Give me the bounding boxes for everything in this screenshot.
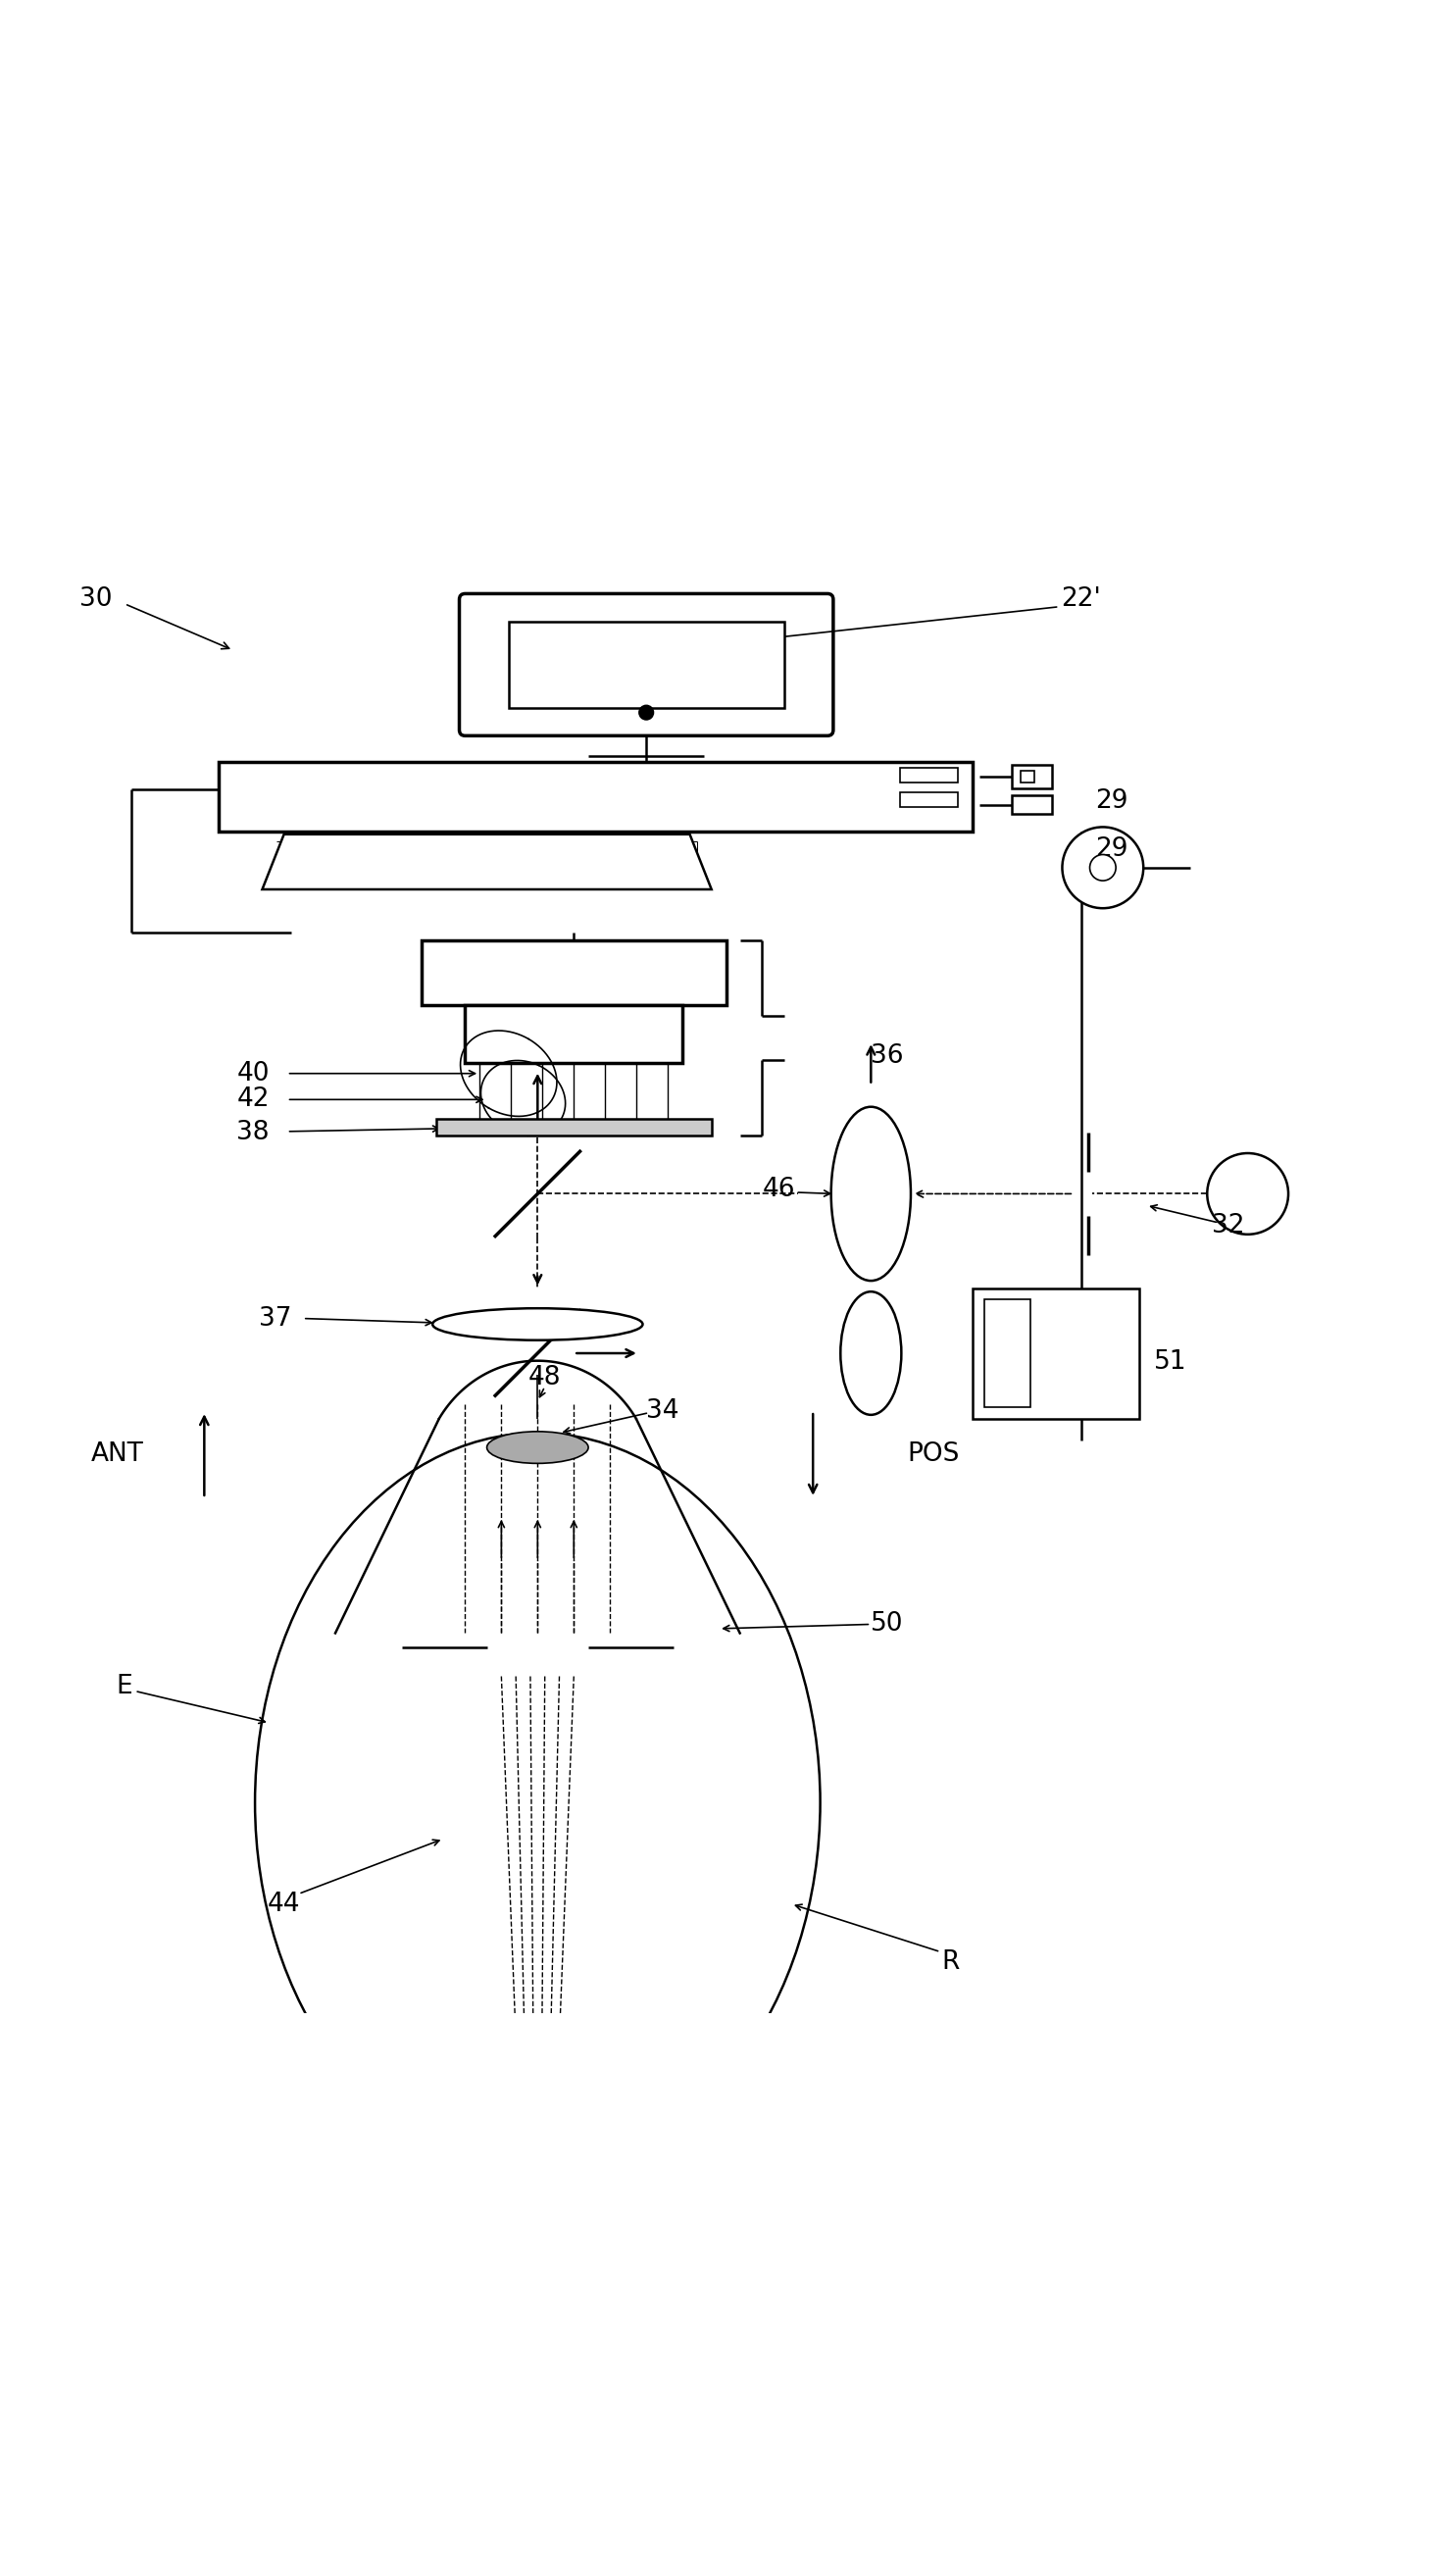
Bar bbox=[900, 793, 958, 806]
Bar bbox=[436, 1118, 711, 1136]
Bar bbox=[465, 1005, 682, 1064]
Ellipse shape bbox=[256, 1432, 820, 2172]
Bar bbox=[219, 762, 973, 832]
Circle shape bbox=[1090, 855, 1115, 881]
Text: 48: 48 bbox=[529, 1365, 562, 1391]
Text: E: E bbox=[116, 1674, 132, 1700]
Text: 46: 46 bbox=[762, 1177, 796, 1203]
Text: 44: 44 bbox=[267, 1891, 301, 1917]
Circle shape bbox=[639, 706, 653, 719]
Bar bbox=[1012, 796, 1053, 814]
FancyBboxPatch shape bbox=[459, 592, 833, 737]
Bar bbox=[508, 621, 784, 708]
Bar bbox=[1021, 770, 1035, 783]
Text: 29: 29 bbox=[1096, 788, 1128, 814]
Text: 32: 32 bbox=[1211, 1213, 1244, 1239]
Text: 37: 37 bbox=[258, 1306, 292, 1332]
Text: POS: POS bbox=[908, 1443, 960, 1468]
Text: 50: 50 bbox=[871, 1613, 903, 1636]
Bar bbox=[900, 768, 958, 783]
Bar bbox=[973, 1288, 1138, 1419]
Text: 40: 40 bbox=[237, 1061, 270, 1087]
Circle shape bbox=[1063, 827, 1143, 909]
Ellipse shape bbox=[831, 1108, 910, 1280]
Polygon shape bbox=[263, 835, 711, 889]
Bar bbox=[421, 940, 726, 1005]
Ellipse shape bbox=[486, 1432, 588, 1463]
Ellipse shape bbox=[841, 1291, 902, 1414]
Circle shape bbox=[1207, 1154, 1288, 1234]
Text: 36: 36 bbox=[871, 1043, 903, 1069]
Text: 34: 34 bbox=[646, 1399, 680, 1425]
Text: 38: 38 bbox=[237, 1121, 270, 1146]
Bar bbox=[1012, 765, 1053, 788]
Text: ANT: ANT bbox=[91, 1443, 144, 1468]
Text: R: R bbox=[942, 1950, 960, 1976]
Text: 42: 42 bbox=[237, 1087, 270, 1113]
Text: 30: 30 bbox=[80, 587, 112, 613]
Bar bbox=[984, 1301, 1031, 1406]
Text: 51: 51 bbox=[1153, 1350, 1186, 1376]
Ellipse shape bbox=[433, 1309, 643, 1340]
Text: 22': 22' bbox=[1061, 587, 1101, 613]
Text: 29: 29 bbox=[1096, 837, 1128, 860]
